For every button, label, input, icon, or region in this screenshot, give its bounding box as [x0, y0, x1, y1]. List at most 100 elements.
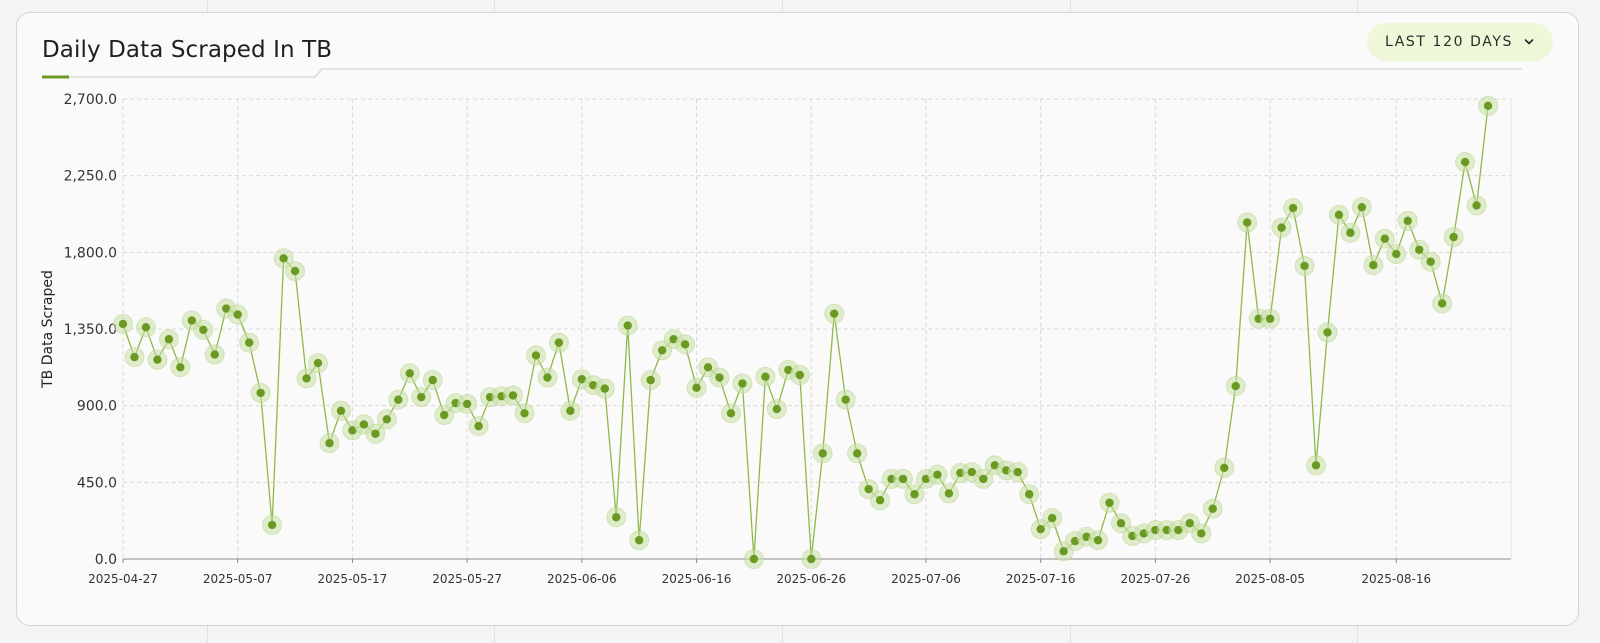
data-point [566, 406, 575, 415]
y-tick-label: 2,250.0 [64, 169, 117, 185]
y-tick-label: 2,700.0 [64, 92, 117, 108]
data-point [898, 474, 908, 484]
data-point [807, 554, 816, 564]
data-point [1323, 328, 1332, 337]
y-tick-label: 0.0 [95, 552, 117, 568]
data-point [703, 363, 713, 372]
x-tick-label: 2025-06-26 [776, 572, 846, 586]
data-point [761, 372, 770, 381]
data-point [680, 340, 690, 349]
data-point [1380, 234, 1390, 243]
y-axis-title: TB Data Scraped [40, 270, 56, 389]
data-point [554, 338, 564, 347]
data-point [818, 449, 827, 458]
data-point [244, 338, 254, 347]
data-point [1426, 257, 1435, 266]
data-point [394, 395, 403, 404]
data-point [1460, 157, 1470, 167]
data-point [726, 409, 736, 418]
data-point [267, 520, 277, 530]
data-point [1093, 536, 1103, 545]
data-point [508, 391, 518, 400]
data-point [1036, 524, 1045, 534]
title-underline [42, 68, 1522, 79]
data-point [1105, 498, 1114, 507]
data-point [164, 335, 174, 344]
data-point [1472, 201, 1481, 210]
data-point [531, 351, 541, 360]
data-point [1208, 504, 1217, 513]
data-point [279, 254, 288, 263]
data-point [1025, 490, 1034, 499]
data-point [1369, 260, 1378, 270]
data-point [176, 363, 185, 372]
data-point [852, 449, 862, 458]
data-point [795, 370, 804, 380]
data-point [520, 409, 529, 418]
x-tick-label: 2025-07-26 [1121, 572, 1191, 586]
y-tick-label: 1,350.0 [64, 322, 117, 338]
data-point [657, 346, 667, 355]
data-point [1047, 513, 1057, 523]
data-point [1392, 249, 1401, 259]
data-point [417, 392, 426, 402]
chart-card: Daily Data Scraped In TB LAST 120 DAYS 0… [16, 12, 1579, 626]
data-point [1483, 101, 1493, 111]
data-point [290, 266, 300, 276]
data-point [462, 399, 472, 409]
data-point [910, 490, 919, 499]
x-tick-label: 2025-05-27 [432, 572, 502, 586]
line-chart: 0.0 450.0 900.0 1,350.0 1,800.0 2,250.0 2,700.… [40, 92, 1512, 586]
x-tick-label: 2025-07-06 [891, 572, 961, 586]
data-point [405, 369, 414, 378]
data-point [646, 375, 655, 385]
data-point [875, 496, 885, 505]
data-point [187, 316, 197, 325]
data-point [1357, 202, 1367, 212]
chevron-down-icon [1524, 39, 1534, 45]
data-point [1174, 525, 1183, 535]
data-point [1197, 529, 1206, 538]
series-line [122, 105, 1489, 560]
data-point [715, 373, 724, 382]
y-tick-label: 1,800.0 [64, 245, 117, 261]
data-point [325, 438, 334, 448]
data-point [1220, 463, 1229, 473]
data-point [118, 319, 128, 329]
data-point [772, 404, 782, 414]
x-tick-label: 2025-08-05 [1235, 572, 1305, 586]
data-point [1277, 223, 1286, 232]
x-tick-label: 2025-04-27 [88, 572, 158, 586]
x-tick-label: 2025-05-17 [318, 572, 388, 586]
data-point [749, 554, 759, 564]
data-point [967, 467, 977, 477]
data-point [543, 373, 552, 382]
chart-title: Daily Data Scraped In TB [42, 37, 333, 63]
x-tick-label: 2025-05-07 [203, 572, 273, 586]
data-point [371, 429, 380, 438]
data-point [623, 321, 632, 330]
x-tick-label: 2025-07-16 [1006, 572, 1076, 586]
data-point [577, 375, 587, 384]
data-point [1334, 210, 1344, 220]
data-point [830, 309, 839, 318]
data-point [933, 470, 942, 479]
data-point [210, 350, 219, 359]
data-point [153, 355, 162, 364]
data-point [256, 388, 265, 398]
y-tick-label: 450.0 [77, 475, 117, 491]
x-tick-label: 2025-06-06 [547, 572, 617, 586]
data-point [864, 484, 873, 494]
data-point [130, 352, 139, 362]
data-point [1116, 519, 1126, 528]
data-point [1403, 216, 1412, 226]
data-point [233, 310, 242, 319]
data-point [944, 489, 954, 498]
date-range-label: LAST 120 DAYS [1384, 34, 1513, 50]
data-point [1346, 228, 1355, 237]
data-point [302, 374, 311, 383]
data-point [1415, 245, 1424, 254]
date-range-dropdown[interactable]: LAST 120 DAYS [1366, 23, 1553, 61]
data-point [1013, 467, 1022, 477]
data-point [1265, 314, 1275, 323]
